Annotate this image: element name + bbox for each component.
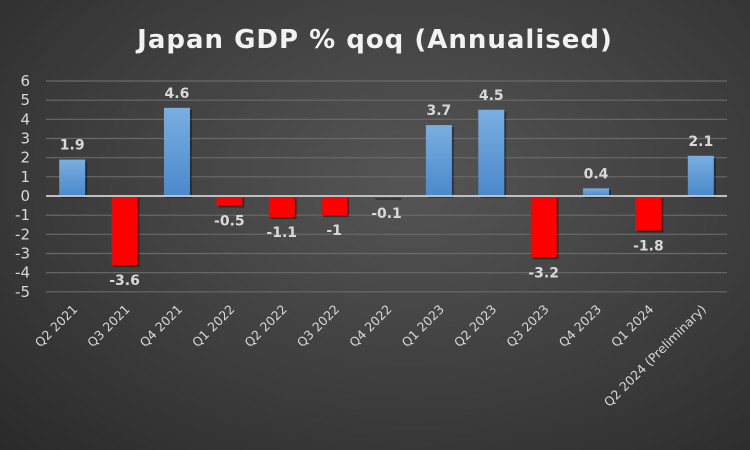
bar [111,196,138,265]
data-label: 0.4 [584,166,609,182]
bar-shadow [375,198,402,200]
x-tick-label: Q4 2023 [556,302,604,350]
x-tick-label: Q2 2023 [451,302,499,350]
data-label: -1.1 [266,225,297,241]
x-tick-label: Q2 2021 [32,302,80,350]
bar [268,196,295,218]
x-tick-label: Q3 2022 [294,302,342,350]
bar [163,107,190,196]
x-tick-label: Q2 2024 (Preliminary) [601,302,709,410]
data-label: -0.1 [371,206,402,222]
data-label: 4.5 [479,88,504,104]
x-tick-label: Q1 2023 [399,302,447,350]
bar [59,159,86,196]
bar [635,196,662,231]
bar [216,196,243,206]
y-tick-label: 2 [20,149,30,167]
x-tick-label: Q3 2021 [84,302,132,350]
x-tick-label: Q4 2022 [346,302,394,350]
x-tick-label: Q2 2022 [241,302,289,350]
y-tick-label: 4 [20,110,30,128]
data-label: -0.5 [214,214,245,230]
y-tick-label: 3 [20,130,30,148]
y-tick-label: 1 [20,168,30,186]
bars [59,107,716,267]
x-tick-label: Q1 2022 [189,302,237,350]
chart-title: Japan GDP % qoq (Annualised) [135,25,613,55]
x-axis: Q2 2021 Q3 2021 Q4 2021 Q1 2022 Q2 2022 Q3 20… [32,301,709,409]
y-tick-label: -1 [15,206,30,224]
bar [425,125,452,196]
bar [321,196,348,216]
x-tick-label: Q4 2021 [137,302,185,350]
data-label: -1 [326,223,342,239]
y-tick-label: 6 [20,72,30,90]
y-tick-label: -3 [15,245,30,263]
data-label: -3.6 [109,273,140,289]
y-tick-label: 0 [20,187,30,205]
data-label: 1.9 [60,138,85,154]
x-tick-label: Q3 2023 [503,302,551,350]
data-label: 2.1 [688,134,713,150]
y-tick-label: -4 [15,264,30,282]
bar [583,188,610,196]
data-label: 3.7 [426,103,451,119]
bar [687,155,714,196]
x-tick-label: Q1 2024 [608,301,657,350]
data-label: -1.8 [633,239,664,255]
data-label: 4.6 [165,86,190,102]
data-label: -3.2 [528,265,559,281]
y-tick-label: -2 [15,225,30,243]
gridlines [46,80,727,293]
bar [530,196,557,258]
y-tick-label: 5 [20,91,30,109]
data-labels: 1.9 -3.6 4.6 -0.5 -1.1 -1 -0.1 3.7 4.5 -3.2 0.4 -1.… [60,86,713,289]
bar [478,109,505,196]
y-tick-label: -5 [15,283,30,301]
